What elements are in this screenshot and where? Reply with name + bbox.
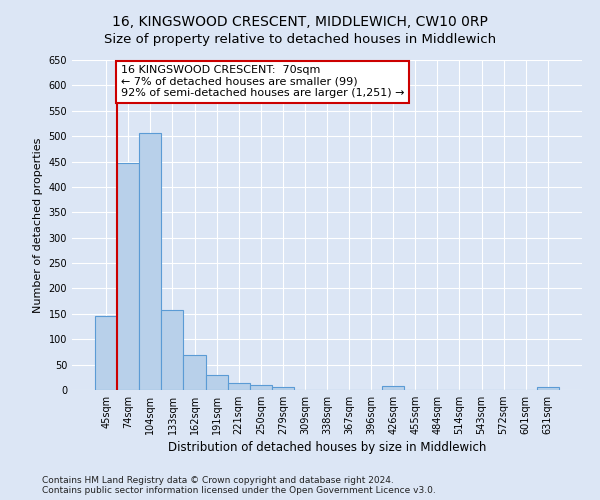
Text: 16 KINGSWOOD CRESCENT:  70sqm
← 7% of detached houses are smaller (99)
92% of se: 16 KINGSWOOD CRESCENT: 70sqm ← 7% of det…	[121, 65, 404, 98]
Bar	[95, 316, 117, 390]
Y-axis label: Number of detached properties: Number of detached properties	[33, 138, 43, 312]
Bar	[272, 387, 294, 390]
Bar	[139, 132, 161, 390]
X-axis label: Distribution of detached houses by size in Middlewich: Distribution of detached houses by size …	[168, 442, 486, 454]
Text: Contains HM Land Registry data © Crown copyright and database right 2024.
Contai: Contains HM Land Registry data © Crown c…	[42, 476, 436, 495]
Bar	[382, 386, 404, 390]
Bar	[184, 356, 206, 390]
Bar	[537, 387, 559, 390]
Bar	[227, 384, 250, 390]
Bar	[206, 375, 227, 390]
Text: Size of property relative to detached houses in Middlewich: Size of property relative to detached ho…	[104, 32, 496, 46]
Bar	[161, 310, 184, 390]
Text: 16, KINGSWOOD CRESCENT, MIDDLEWICH, CW10 0RP: 16, KINGSWOOD CRESCENT, MIDDLEWICH, CW10…	[112, 15, 488, 29]
Bar	[117, 162, 139, 390]
Bar	[250, 386, 272, 390]
